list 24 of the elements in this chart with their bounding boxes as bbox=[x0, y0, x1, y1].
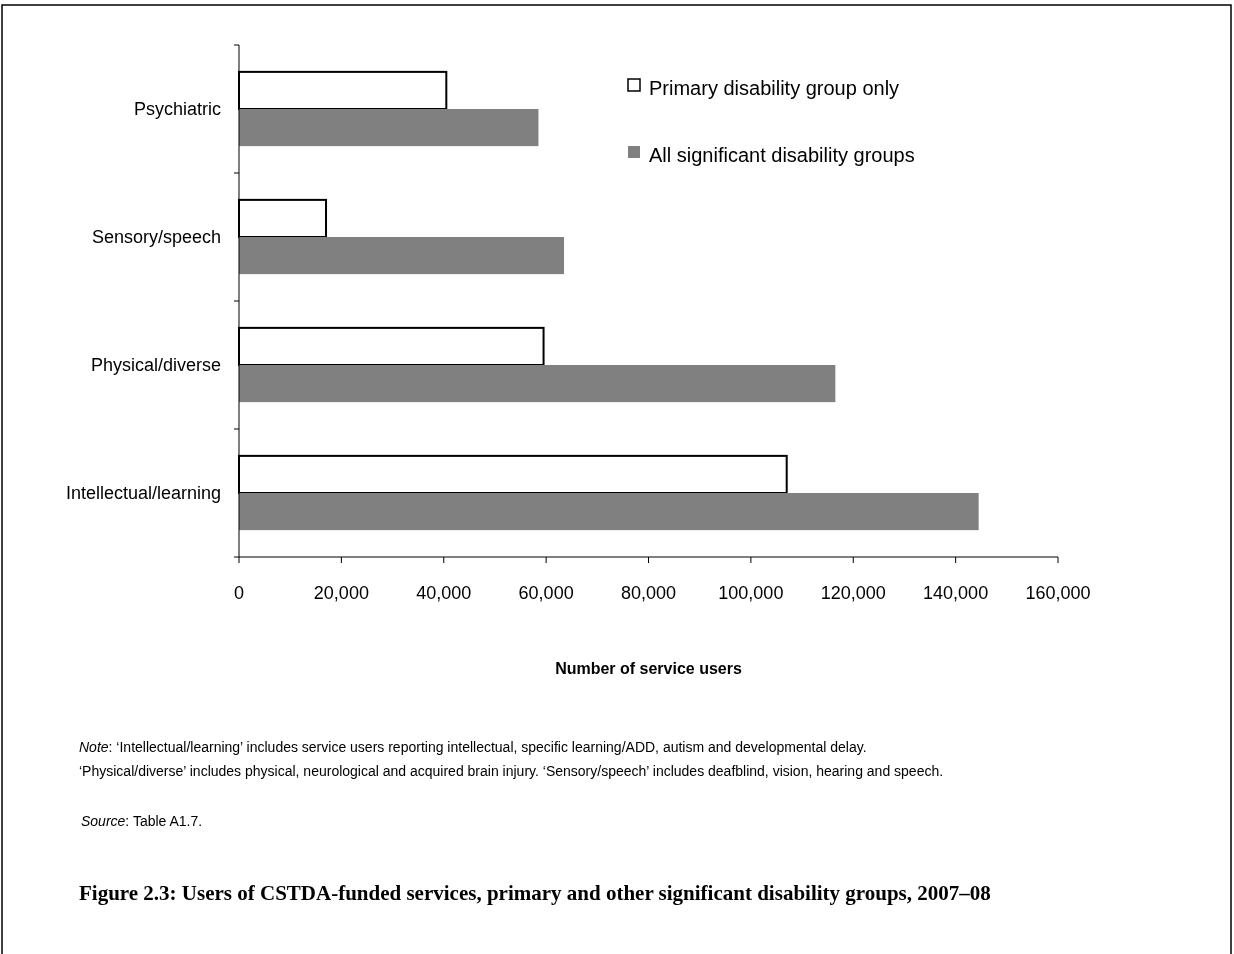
x-tick-label: 20,000 bbox=[313, 583, 369, 603]
y-tick-label: Intellectual/learning bbox=[65, 483, 221, 503]
x-tick-label: 120,000 bbox=[820, 583, 886, 603]
x-axis-title: Number of service users bbox=[555, 660, 742, 677]
x-tick-label: 160,000 bbox=[1025, 583, 1091, 603]
x-tick-label: 0 bbox=[233, 583, 245, 603]
bar bbox=[239, 237, 565, 275]
y-tick-label: Psychiatric bbox=[133, 99, 221, 119]
source-note: Source: Table A1.7. bbox=[81, 813, 203, 829]
x-tick-label: 100,000 bbox=[718, 583, 784, 603]
bar bbox=[239, 109, 539, 147]
bar bbox=[239, 365, 836, 403]
text: Note: ‘Intellectual/learning’ includes service users reporting intellectual, specific learning/ADD, autism and developmental delay. bbox=[79, 739, 867, 755]
legend-label: All significant disability groups bbox=[649, 144, 915, 166]
text: ‘Physical/diverse’ includes physical, neurological and acquired brain injury. ‘Sensory/speech’ includes deafblind, vision, hearing and speech. bbox=[79, 763, 944, 779]
legend-label: Primary disability group only bbox=[649, 77, 900, 99]
y-tick-label: Physical/diverse bbox=[90, 355, 221, 375]
y-tick-label: Sensory/speech bbox=[91, 227, 221, 247]
x-tick-label: 80,000 bbox=[620, 583, 677, 603]
x-tick-label: 40,000 bbox=[416, 583, 472, 603]
x-tick-label: 60,000 bbox=[518, 583, 574, 603]
x-tick-label: 140,000 bbox=[923, 583, 989, 603]
bar bbox=[239, 493, 979, 531]
text: Figure 2.3: Users of CSTDA-funded services, primary and other significant disability groups, 2007–08 bbox=[79, 881, 991, 905]
